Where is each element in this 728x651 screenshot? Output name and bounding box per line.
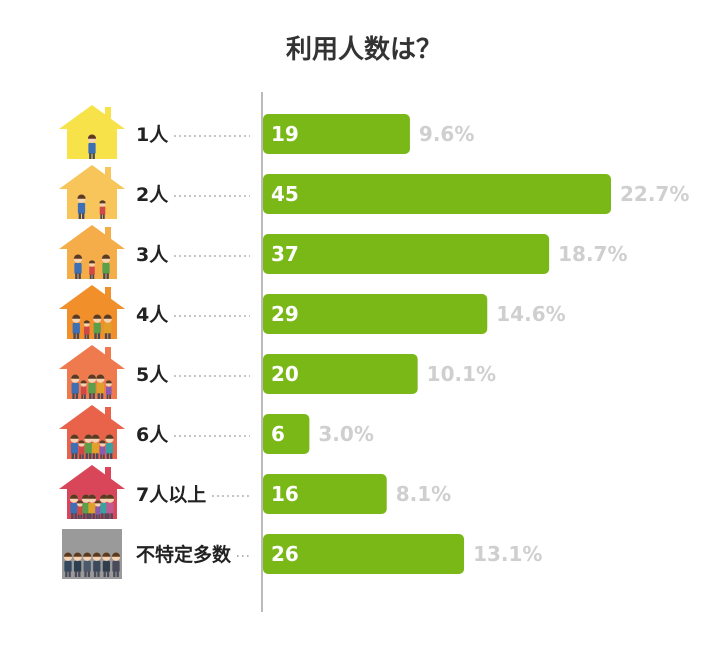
crowd-icon <box>62 529 122 579</box>
percent-label: 3.0% <box>318 422 373 446</box>
percent-label: 9.6% <box>419 122 474 146</box>
bar <box>263 114 410 154</box>
house-6-people-icon <box>59 405 125 459</box>
category-label: 6人 <box>136 424 169 446</box>
bar-value-label: 37 <box>271 242 299 266</box>
category-label: 不特定多数 <box>136 543 232 566</box>
bar <box>263 534 465 574</box>
percent-label: 14.6% <box>496 302 565 326</box>
bar-value-label: 6 <box>271 422 285 446</box>
house-2-people-icon <box>59 165 125 219</box>
chart-title: 利用人数は？ <box>286 35 442 65</box>
percent-label: 8.1% <box>396 482 451 506</box>
bar <box>263 234 550 274</box>
bar <box>263 474 387 514</box>
category-label: 5人 <box>136 364 169 386</box>
bar <box>263 414 310 454</box>
bar-value-label: 45 <box>271 182 299 206</box>
house-1-person-icon <box>59 105 125 159</box>
house-3-people-icon <box>59 225 125 279</box>
bar-value-label: 26 <box>271 542 299 566</box>
bar <box>263 174 611 214</box>
bar-value-label: 29 <box>271 302 299 326</box>
bar <box>263 354 418 394</box>
percent-label: 22.7% <box>620 182 689 206</box>
bar-value-label: 16 <box>271 482 299 506</box>
category-label: 3人 <box>136 244 169 266</box>
bar-value-label: 20 <box>271 362 299 386</box>
percent-label: 13.1% <box>473 542 542 566</box>
percent-label: 10.1% <box>427 362 496 386</box>
house-4-people-icon <box>59 285 125 339</box>
category-label: 2人 <box>136 184 169 206</box>
house-7-people-icon <box>59 465 125 519</box>
percent-label: 18.7% <box>558 242 627 266</box>
category-label: 1人 <box>136 124 169 146</box>
bar <box>263 294 488 334</box>
category-label: 4人 <box>136 304 169 326</box>
house-5-people-icon <box>59 345 125 399</box>
bar-value-label: 19 <box>271 122 299 146</box>
category-label: 7人以上 <box>136 484 206 506</box>
